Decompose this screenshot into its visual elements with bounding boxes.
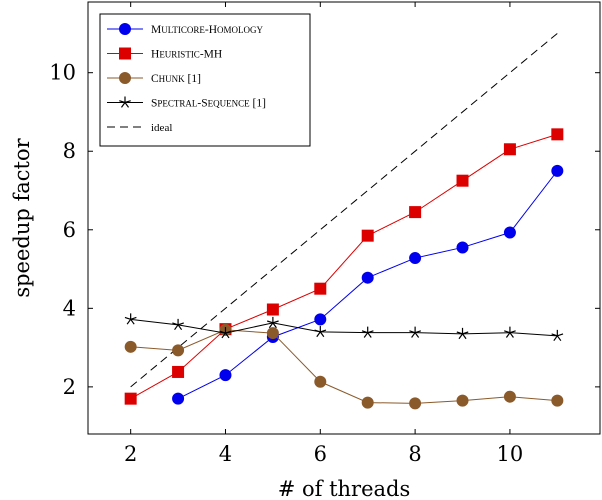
data-point-spectral-sequence-1 (124, 313, 137, 325)
data-point-heuristic-mh (503, 143, 516, 156)
x-axis-label: # of threads (278, 477, 411, 500)
data-point-chunk-1 (409, 397, 422, 410)
legend-entry-multicore-homology: MULTICORE-HOMOLOGY (107, 23, 264, 36)
data-point-heuristic-mh (361, 229, 374, 242)
legend-entry-spectral-sequence-1: SPECTRAL-SEQUENCE [1] (107, 96, 266, 110)
data-point-spectral-sequence-1 (266, 316, 279, 329)
data-point-heuristic-mh (314, 282, 327, 295)
legend-marker (119, 96, 131, 108)
y-tick-label: 8 (63, 139, 76, 163)
legend: MULTICORE-HOMOLOGY HEURISTIC-MH CHUNK [1] S… (99, 13, 311, 147)
data-point-heuristic-mh (409, 206, 422, 219)
data-point-heuristic-mh (172, 365, 185, 378)
legend-entry-heuristic-mh: HEURISTIC-MH (107, 47, 222, 61)
data-point-heuristic-mh (266, 303, 279, 316)
data-point-multicore-homology (456, 241, 469, 254)
series-chunk-1 (124, 323, 564, 410)
legend-marker (119, 23, 131, 35)
data-point-multicore-homology (219, 369, 232, 382)
data-point-multicore-homology (361, 271, 374, 284)
data-point-heuristic-mh (124, 392, 137, 405)
data-point-spectral-sequence-1 (219, 327, 232, 339)
legend-label: HEURISTIC-MH (151, 49, 222, 61)
y-tick-label: 6 (63, 218, 76, 242)
data-point-heuristic-mh (551, 128, 564, 141)
legend-entries: MULTICORE-HOMOLOGY HEURISTIC-MH CHUNK [1] S… (107, 23, 266, 134)
series-heuristic-mh (124, 128, 564, 405)
data-point-spectral-sequence-1 (551, 329, 564, 342)
series-multicore-homology (172, 164, 564, 405)
data-point-spectral-sequence-1 (504, 326, 516, 338)
series-ideal (130, 33, 558, 388)
series-layer (124, 33, 564, 410)
data-point-spectral-sequence-1 (361, 326, 374, 338)
y-axis-ticks: 2 4 6 8 10 (49, 61, 600, 399)
legend-entry-ideal: ideal (107, 122, 172, 134)
series-line-chunk-1 (130, 329, 558, 404)
data-point-chunk-1 (551, 394, 564, 407)
series-line-heuristic-mh (130, 133, 558, 400)
data-point-chunk-1 (172, 344, 185, 357)
data-point-chunk-1 (361, 396, 374, 409)
data-point-spectral-sequence-1 (314, 325, 327, 338)
legend-marker (119, 72, 131, 84)
x-tick-label: 6 (314, 442, 327, 466)
legend-label: MULTICORE-HOMOLOGY (151, 24, 264, 36)
data-point-multicore-homology (314, 313, 327, 326)
y-tick-label: 4 (63, 296, 76, 320)
x-tick-label: 8 (408, 442, 421, 466)
plot-area-frame (87, 1, 601, 435)
data-point-chunk-1 (124, 340, 137, 353)
data-point-multicore-homology (172, 392, 185, 405)
x-axis-ticks: 2 4 6 8 10 (124, 2, 523, 466)
x-tick-label: 4 (219, 442, 232, 466)
legend-box (99, 13, 311, 147)
series-line-spectral-sequence-1 (130, 318, 558, 337)
data-point-spectral-sequence-1 (409, 326, 422, 338)
legend-label: CHUNK [1] (151, 73, 201, 85)
y-tick-label: 2 (63, 375, 76, 399)
series-spectral-sequence-1 (124, 313, 564, 342)
data-point-chunk-1 (456, 394, 469, 407)
legend-label: SPECTRAL-SEQUENCE [1] (151, 98, 266, 110)
data-point-chunk-1 (503, 390, 516, 403)
data-point-spectral-sequence-1 (172, 318, 184, 331)
x-tick-label: 2 (124, 442, 137, 466)
series-line-ideal (130, 33, 558, 388)
data-point-multicore-homology (551, 164, 564, 177)
legend-entry-chunk-1: CHUNK [1] (107, 72, 201, 85)
data-point-multicore-homology (409, 252, 422, 265)
data-point-chunk-1 (314, 375, 327, 388)
data-point-chunk-1 (266, 327, 279, 340)
data-point-spectral-sequence-1 (456, 327, 469, 340)
y-axis-label: speedup factor (10, 137, 34, 297)
legend-marker (119, 47, 131, 60)
x-tick-label: 10 (497, 442, 524, 466)
y-tick-label: 10 (49, 61, 76, 85)
data-point-multicore-homology (503, 226, 516, 239)
data-point-heuristic-mh (456, 174, 469, 187)
legend-label: ideal (151, 122, 172, 134)
series-line-multicore-homology (177, 170, 558, 400)
